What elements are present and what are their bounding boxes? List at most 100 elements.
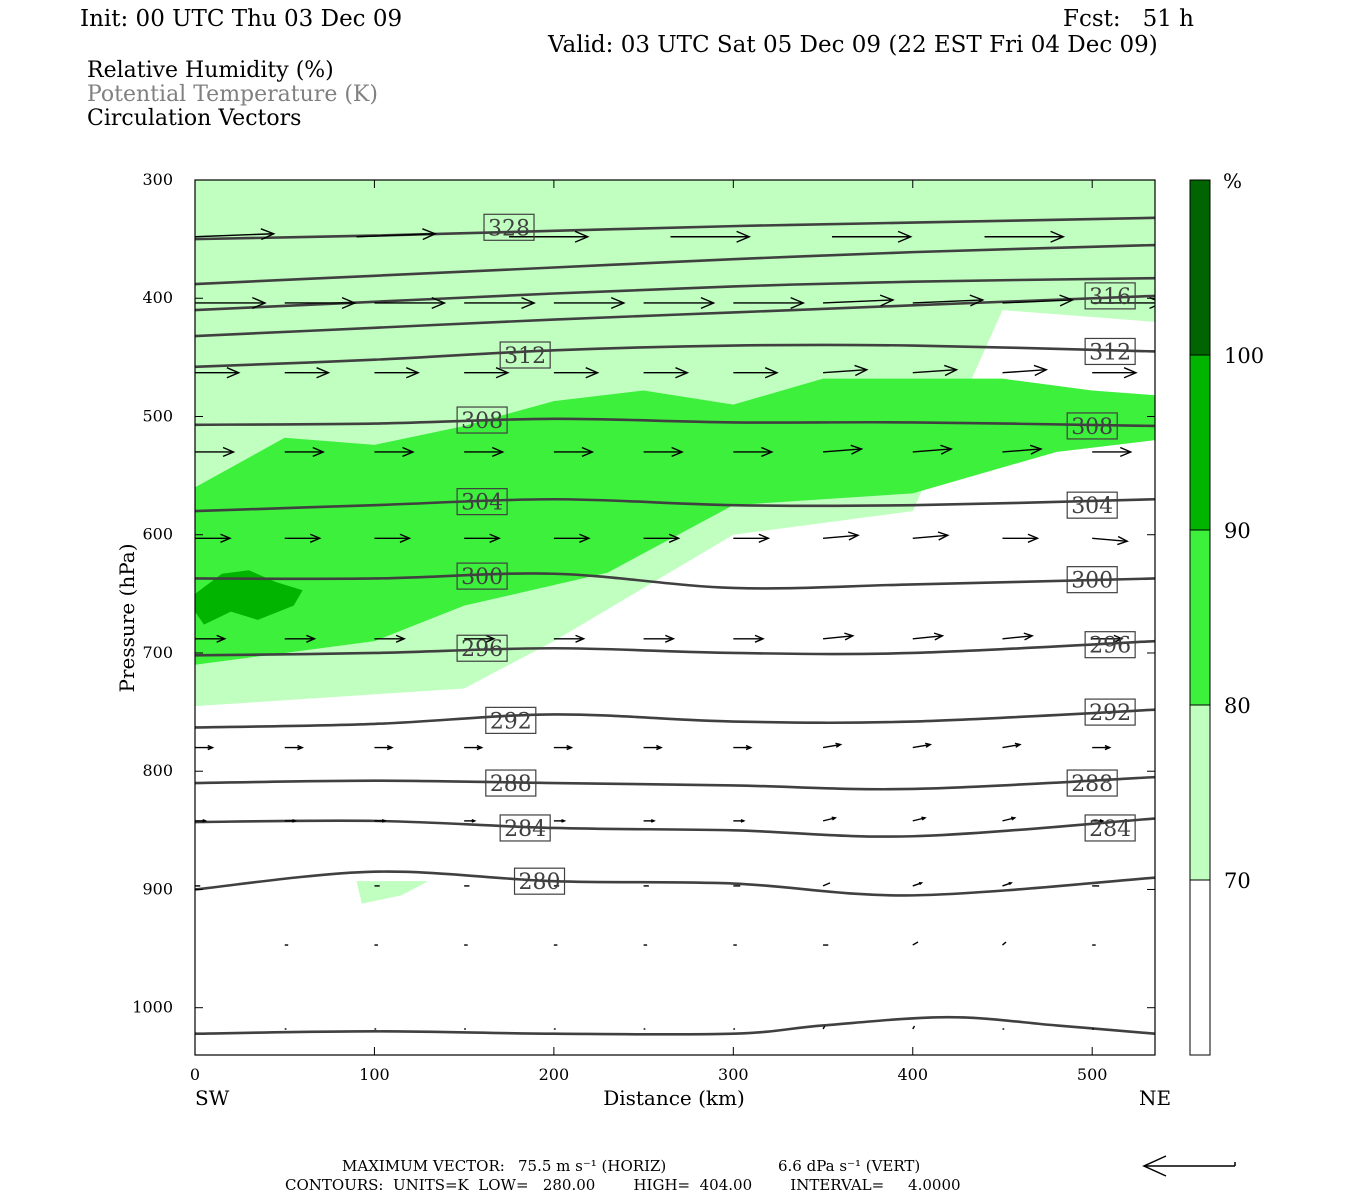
- contour-label-296: 296: [1084, 631, 1136, 659]
- vector-head: [761, 446, 774, 458]
- vector-arrow: [733, 819, 746, 823]
- vector-head: [471, 819, 477, 823]
- x-tick-label: 500: [1077, 1065, 1108, 1084]
- vector-arrow: [912, 816, 927, 822]
- contour-label-text: 304: [1071, 494, 1113, 519]
- vector-arrow: [195, 367, 241, 379]
- vector-shaft: [912, 299, 983, 304]
- vector-arrow: [912, 1025, 916, 1030]
- vector-shaft: [1002, 299, 1073, 304]
- vector-head: [491, 446, 505, 458]
- contour-label-296: 296: [456, 634, 508, 662]
- theta-contour-296: [195, 639, 1155, 657]
- theta-contour-surface: [195, 1015, 1155, 1036]
- vector-shaft: [1092, 537, 1128, 542]
- contour-label-box: [1066, 412, 1118, 440]
- theta-contour-288: [195, 775, 1155, 791]
- vector-head: [574, 230, 590, 243]
- vector-head: [292, 819, 298, 823]
- vector-arrow: [195, 533, 232, 543]
- contour-label-308: 308: [456, 406, 508, 434]
- vector-shaft: [912, 743, 931, 749]
- vector-shaft: [822, 1025, 826, 1030]
- vector-arrow: [553, 744, 574, 751]
- vector-head: [1050, 230, 1066, 243]
- x-right-label: NE: [1139, 1086, 1171, 1110]
- vector-head: [847, 531, 860, 541]
- theta-contour-304: [195, 497, 1155, 513]
- vector-arrow: [1002, 632, 1035, 641]
- contour-label-316: 316: [1084, 282, 1136, 310]
- vector-head: [216, 634, 227, 643]
- contour-label-text: 284: [504, 817, 546, 842]
- vector-head: [790, 296, 806, 309]
- vector-arrow: [733, 634, 765, 643]
- vector-head: [758, 533, 771, 543]
- contour-label-280: 280: [513, 867, 566, 895]
- theta-contour-308: [195, 417, 1155, 428]
- vector-head: [671, 446, 684, 458]
- vector-shaft: [912, 635, 943, 640]
- vector-shaft: [195, 233, 274, 238]
- vector-head: [740, 819, 746, 823]
- vector-arrow: [1002, 816, 1017, 822]
- vector-arrow: [1002, 364, 1049, 377]
- contour-label-box: [456, 634, 508, 662]
- theta-contour-300: [195, 572, 1155, 590]
- theta-contour-284: [195, 817, 1155, 838]
- vector-head: [675, 367, 690, 379]
- vector-arrow: [553, 296, 626, 309]
- vector-arrow: [195, 744, 215, 751]
- vector-shaft: [912, 817, 926, 822]
- vector-arrow: [195, 634, 227, 643]
- contour-label-box: [456, 406, 508, 434]
- vector-arrow: [464, 744, 484, 751]
- x-tick-label: 100: [359, 1065, 390, 1084]
- vector-head: [897, 230, 913, 243]
- vector-head: [969, 294, 985, 307]
- contour-label-text: 300: [1071, 569, 1113, 594]
- max-vector-horiz: 75.5 m s⁻¹ (HORIZ): [518, 1157, 667, 1175]
- y-tick-label: 700: [142, 643, 173, 662]
- vector-arrow: [1002, 533, 1040, 543]
- contour-label-box: [513, 867, 566, 895]
- vector-head: [1010, 816, 1017, 821]
- vector-head: [1113, 634, 1124, 643]
- vector-arrow: [643, 634, 676, 643]
- vector-arrow: [643, 367, 690, 379]
- vector-arrow: [1002, 444, 1043, 455]
- vector-head: [1033, 364, 1049, 377]
- vector-shaft: [1002, 743, 1021, 749]
- vector-arrow: [464, 533, 501, 543]
- contour-label-box: [1084, 698, 1136, 726]
- vector-head: [1104, 744, 1112, 751]
- vector-arrow: [822, 1025, 826, 1030]
- contour-label-288: 288: [1066, 769, 1118, 797]
- vector-head: [260, 228, 276, 241]
- y-tick-label: 900: [142, 879, 173, 898]
- vector-arrow: [553, 634, 586, 643]
- contour-label-288: 288: [485, 769, 537, 797]
- vector-head: [668, 533, 681, 543]
- contour-label-text: 316: [1089, 285, 1131, 310]
- vector-shaft: [822, 743, 841, 749]
- contour-label-292: 292: [1084, 698, 1136, 726]
- theta-contour-324: [195, 243, 1155, 286]
- contour-label-text: 308: [461, 409, 503, 434]
- colorbar-level-label: 80: [1224, 694, 1251, 718]
- vector-arrow: [822, 632, 855, 641]
- vector-arrow: [643, 744, 663, 751]
- vector-head: [1119, 446, 1133, 458]
- vector-arrow: [1002, 742, 1022, 749]
- vector-arrow: [374, 296, 447, 309]
- vector-head: [495, 367, 510, 379]
- vector-head: [1023, 632, 1035, 641]
- vector-arrow: [284, 446, 326, 458]
- vector-arrow: [374, 819, 387, 823]
- vector-head: [1099, 819, 1105, 823]
- vector-arrow: [553, 533, 591, 543]
- vector-arrow: [284, 744, 305, 751]
- vector-head: [940, 444, 954, 455]
- contour-label-308: 308: [1066, 412, 1118, 440]
- colorbar-swatch: [1189, 354, 1211, 531]
